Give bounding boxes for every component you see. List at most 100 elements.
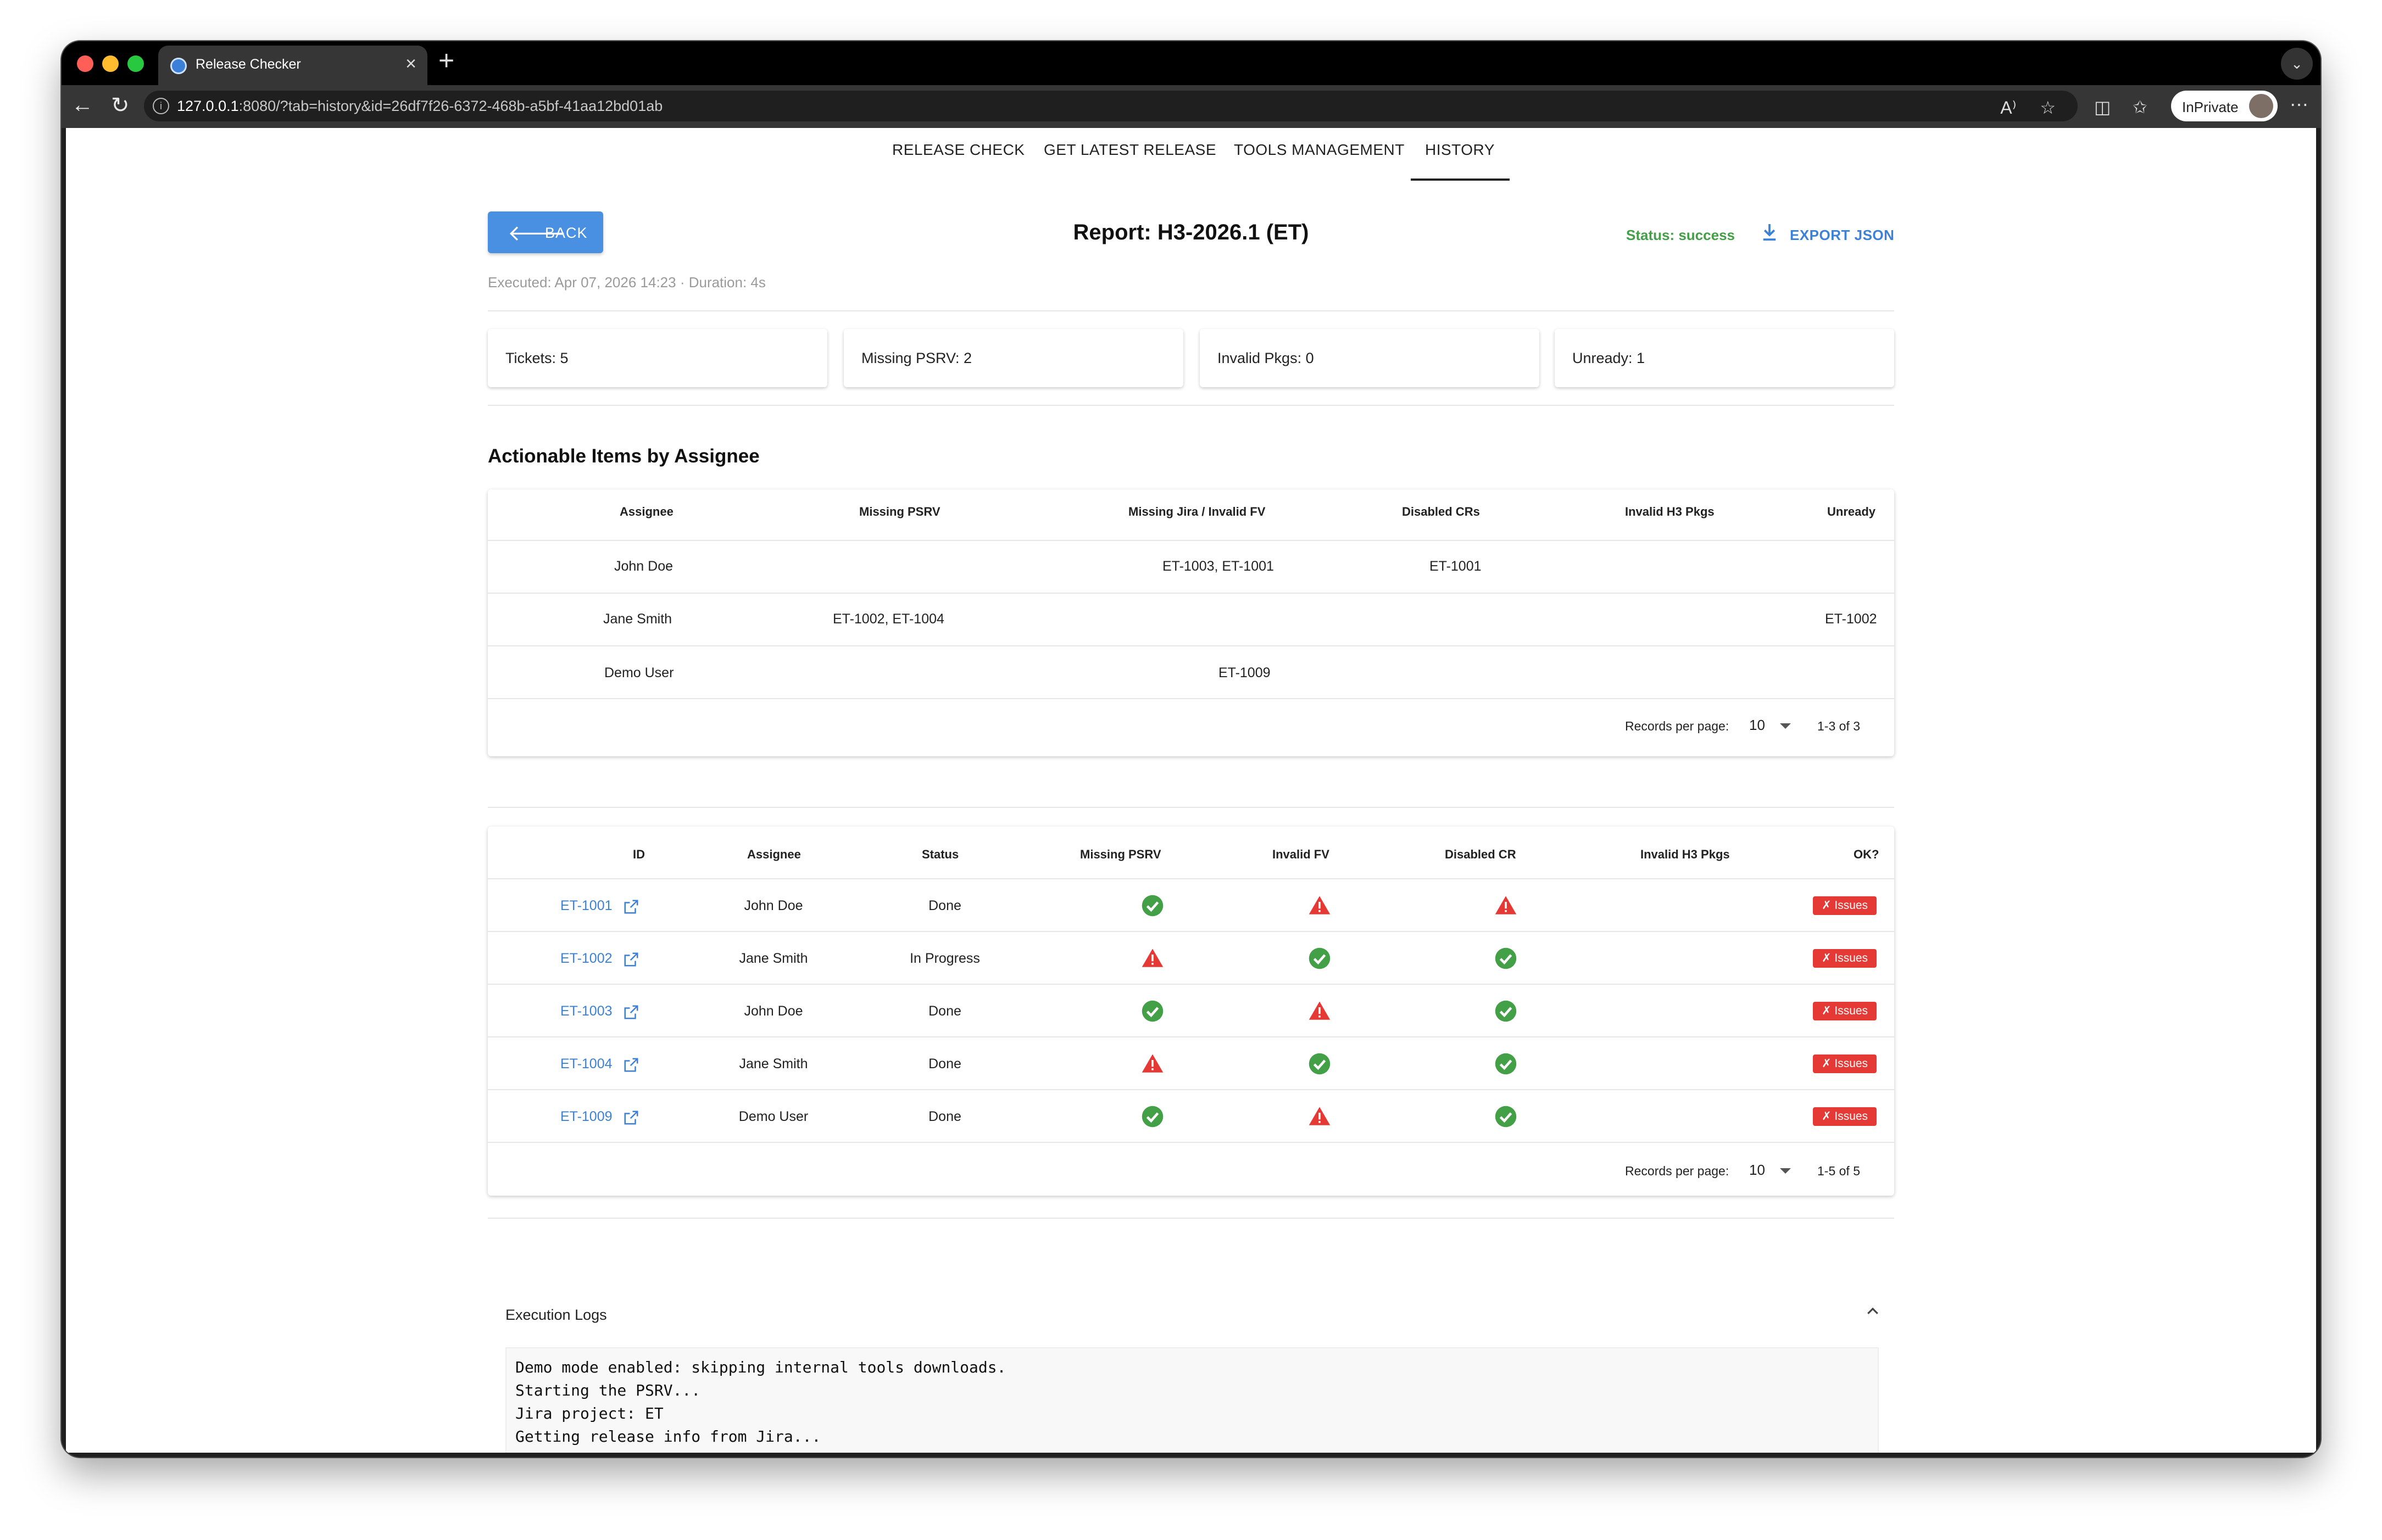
row-divider: [488, 593, 1894, 594]
row-divider: [488, 1036, 1894, 1037]
ticket-assignee: Demo User: [738, 1109, 809, 1124]
stat-card-missing-psrv: Missing PSRV: 2: [844, 329, 1183, 387]
log-line: Demo mode enabled: skipping internal too…: [515, 1358, 1006, 1376]
ticket-id-link[interactable]: ET-1004: [560, 1056, 613, 1072]
chevron-down-icon[interactable]: [1780, 723, 1791, 729]
divider: [488, 1218, 1894, 1219]
check-circle-icon: [1494, 1105, 1517, 1128]
warning-triangle-icon: [1308, 894, 1331, 917]
check-circle-icon: [1308, 947, 1331, 970]
external-link-icon[interactable]: [623, 1004, 639, 1020]
divider: [488, 807, 1894, 808]
table-cell: John Doe: [614, 559, 674, 574]
address-bar: ← ↻ i 127.0.0.1:8080/?tab=history&id=26d…: [62, 85, 2320, 128]
column-header[interactable]: Assignee: [620, 505, 674, 518]
ticket-id-link[interactable]: ET-1003: [560, 1003, 613, 1019]
ticket-status: Done: [928, 1056, 961, 1072]
column-header[interactable]: Assignee: [747, 847, 801, 861]
records-per-page-select[interactable]: 10: [1749, 717, 1765, 733]
divider: [488, 310, 1894, 311]
execution-logs: Demo mode enabled: skipping internal too…: [505, 1347, 1879, 1453]
execution-logs-header[interactable]: Execution Logs: [505, 1307, 607, 1323]
records-per-page-select[interactable]: 10: [1749, 1162, 1765, 1178]
url-input[interactable]: i 127.0.0.1:8080/?tab=history&id=26df7f2…: [144, 91, 2078, 121]
tab-history[interactable]: HISTORY: [1425, 141, 1495, 158]
column-header[interactable]: Unready: [1827, 505, 1876, 518]
back-button-label: BACK: [545, 225, 588, 241]
check-circle-icon: [1308, 1052, 1331, 1075]
log-line: Done!: [515, 1450, 561, 1453]
browser-tab[interactable]: Release Checker ×: [158, 46, 427, 85]
avatar: [2249, 94, 2273, 118]
ticket-status: In Progress: [910, 951, 980, 966]
status-badge: ✗ Issues: [1813, 949, 1877, 968]
check-circle-icon: [1141, 1105, 1164, 1128]
title-bar: Release Checker × + ⌄: [62, 41, 2320, 85]
back-button[interactable]: 🡐 BACK: [488, 211, 603, 253]
browser-window: Release Checker × + ⌄ ← ↻ i 127.0.0.1:80…: [62, 41, 2320, 1457]
status-badge: ✗ Issues: [1813, 1107, 1877, 1126]
site-info-icon[interactable]: i: [153, 98, 169, 114]
favorite-star-icon[interactable]: ☆: [2040, 98, 2056, 118]
row-divider: [488, 1142, 1894, 1143]
favorites-icon[interactable]: ✩: [2133, 97, 2147, 117]
page-viewport: RELEASE CHECK GET LATEST RELEASE TOOLS M…: [66, 128, 2316, 1453]
ticket-id-link[interactable]: ET-1001: [560, 898, 613, 913]
column-header[interactable]: OK?: [1854, 847, 1879, 861]
row-divider: [488, 931, 1894, 932]
ticket-id-link[interactable]: ET-1002: [560, 951, 613, 966]
column-header[interactable]: Invalid H3 Pkgs: [1640, 847, 1730, 861]
ticket-status: Done: [928, 898, 961, 913]
reload-icon[interactable]: ↻: [111, 93, 130, 118]
column-header[interactable]: Invalid H3 Pkgs: [1625, 505, 1715, 518]
pagination-range: 1-5 of 5: [1817, 1164, 1860, 1178]
column-header[interactable]: Missing PSRV: [1080, 847, 1161, 861]
tab-get-latest-release[interactable]: GET LATEST RELEASE: [1044, 141, 1217, 158]
log-line: Jira project: ET: [515, 1404, 664, 1422]
read-aloud-icon[interactable]: A⁾: [2000, 98, 2017, 118]
column-header[interactable]: Missing Jira / Invalid FV: [1128, 505, 1266, 518]
ticket-assignee: Jane Smith: [739, 951, 808, 966]
active-tab-indicator: [1411, 178, 1510, 181]
external-link-icon[interactable]: [623, 899, 639, 915]
minimize-window-button[interactable]: [102, 55, 119, 72]
external-link-icon[interactable]: [623, 1057, 639, 1073]
download-icon: [1763, 224, 1776, 241]
column-header[interactable]: Invalid FV: [1272, 847, 1329, 861]
column-header[interactable]: ID: [633, 847, 645, 861]
status-badge: ✗ Issues: [1813, 1002, 1877, 1020]
status-badge: ✗ Issues: [1813, 896, 1877, 915]
check-circle-icon: [1494, 1052, 1517, 1075]
stat-tickets: Tickets: 5: [505, 350, 569, 366]
warning-triangle-icon: [1494, 894, 1517, 917]
close-window-button[interactable]: [77, 55, 93, 72]
actionable-table: Assignee Missing PSRV Missing Jira / Inv…: [488, 489, 1894, 756]
tab-release-check[interactable]: RELEASE CHECK: [892, 141, 1025, 158]
split-screen-icon[interactable]: ◫: [2094, 97, 2111, 117]
tab-tools-management[interactable]: TOOLS MANAGEMENT: [1234, 141, 1405, 158]
column-header[interactable]: Disabled CRs: [1402, 505, 1480, 518]
new-tab-icon[interactable]: +: [438, 45, 455, 76]
chevron-up-icon[interactable]: [1865, 1303, 1881, 1320]
check-circle-icon: [1141, 1000, 1164, 1023]
column-header[interactable]: Missing PSRV: [859, 505, 940, 518]
row-divider: [488, 1089, 1894, 1090]
ticket-id-link[interactable]: ET-1009: [560, 1109, 613, 1124]
ticket-assignee: Jane Smith: [739, 1056, 808, 1072]
back-arrow-icon[interactable]: ←: [71, 93, 93, 117]
chevron-down-icon[interactable]: [1780, 1168, 1791, 1174]
tab-close-icon[interactable]: ×: [405, 53, 416, 74]
column-header[interactable]: Disabled CR: [1445, 847, 1516, 861]
row-divider: [488, 698, 1894, 699]
tab-actions-chevron-icon[interactable]: ⌄: [2281, 48, 2313, 80]
ticket-status: Done: [928, 1109, 961, 1124]
export-json-label: EXPORT JSON: [1790, 227, 1895, 243]
column-header[interactable]: Status: [922, 847, 959, 861]
pagination-range: 1-3 of 3: [1817, 719, 1860, 733]
more-icon[interactable]: ⋯: [2290, 94, 2308, 115]
maximize-window-button[interactable]: [127, 55, 144, 72]
warning-triangle-icon: [1141, 947, 1164, 970]
external-link-icon[interactable]: [623, 1109, 639, 1126]
inprivate-button[interactable]: InPrivate: [2171, 91, 2278, 121]
external-link-icon[interactable]: [623, 951, 639, 968]
